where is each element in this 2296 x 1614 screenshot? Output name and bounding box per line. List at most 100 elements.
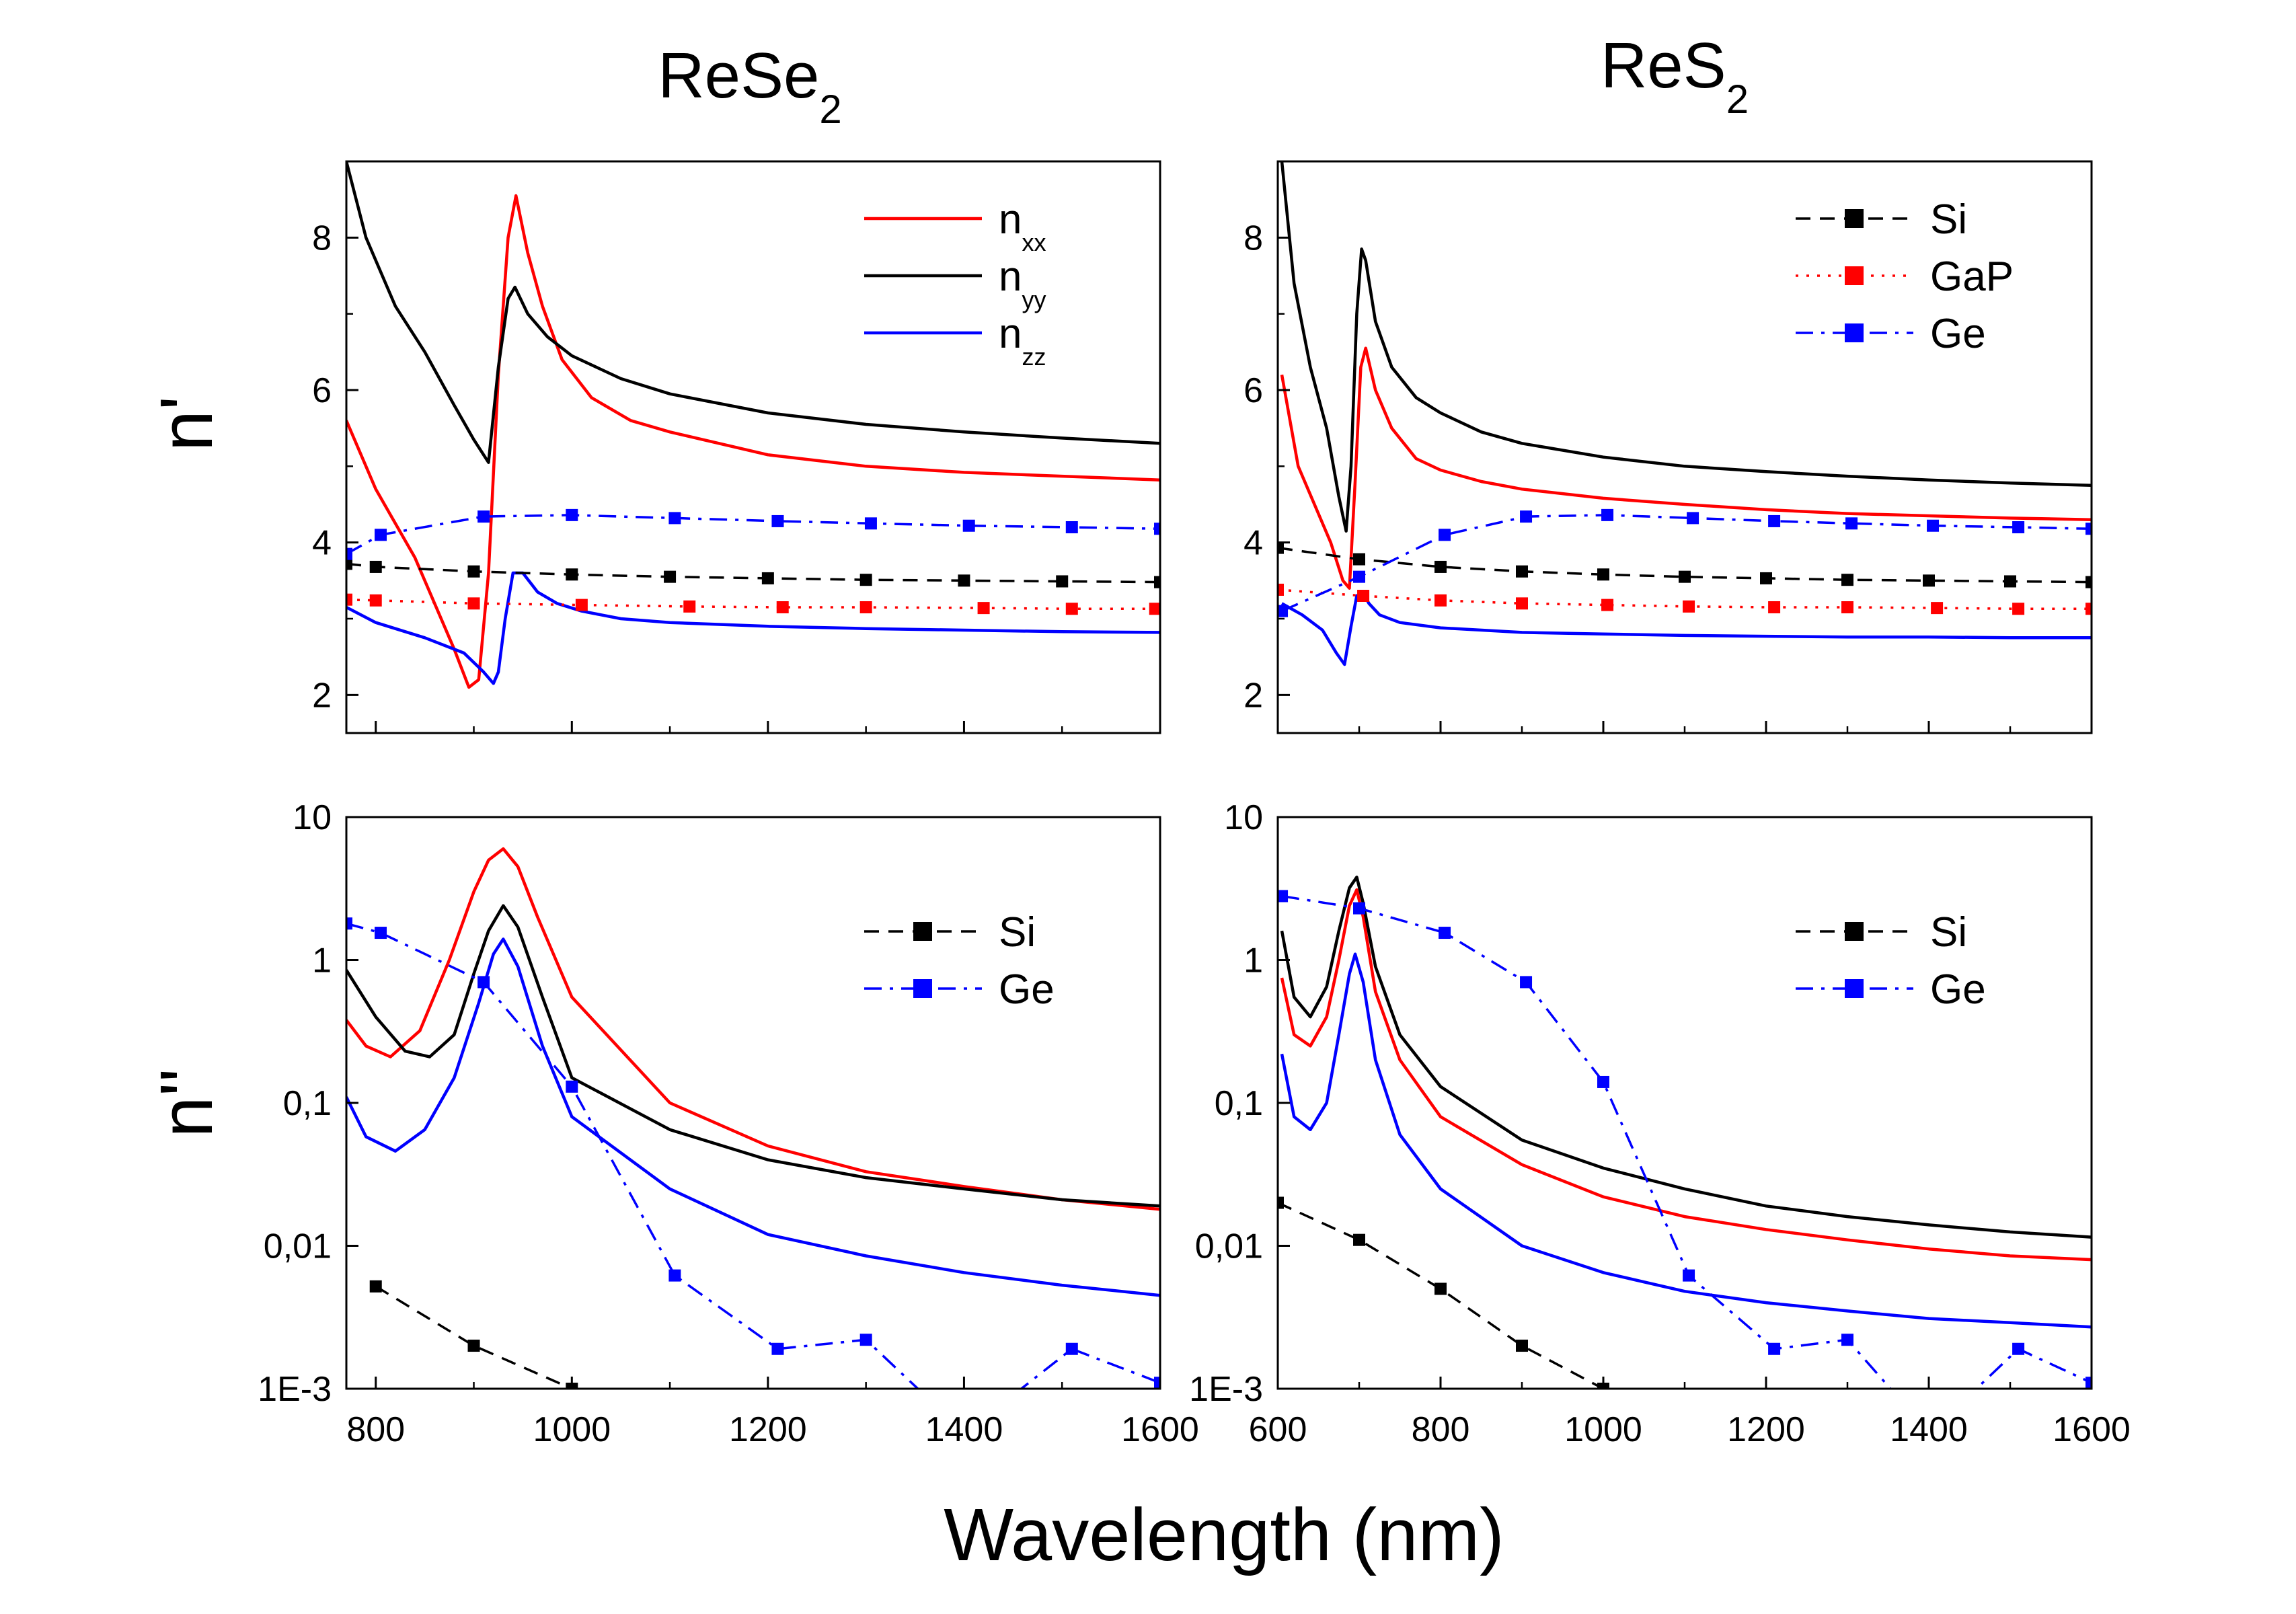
data-point-gap xyxy=(1516,597,1528,610)
data-point-si xyxy=(1516,1340,1528,1352)
series-line-nyy xyxy=(346,904,1160,1208)
x-tick-label: 800 xyxy=(1412,1410,1470,1449)
data-point-ge xyxy=(2012,1342,2025,1355)
data-point-si xyxy=(1278,541,1284,554)
legend-label: Ge xyxy=(1930,966,1986,1013)
data-point-ge xyxy=(1154,1377,1160,1389)
data-point-ge xyxy=(1065,521,1078,533)
data-point-ge xyxy=(566,1080,578,1093)
y-tick-label: 0,1 xyxy=(1215,1084,1263,1123)
legend-label: nxx xyxy=(999,196,1046,256)
data-point-ge xyxy=(1520,510,1533,523)
plot-area xyxy=(1278,161,2092,666)
data-point-ge xyxy=(1601,508,1614,521)
series-line-nxx xyxy=(1280,888,2092,1262)
data-point-ge xyxy=(2085,523,2092,535)
series-line-nxx xyxy=(1280,346,2092,590)
data-point-gap xyxy=(467,597,480,610)
data-point-gap xyxy=(575,599,588,611)
legend: Si Ge xyxy=(1796,909,1986,1013)
y-tick-label: 4 xyxy=(1243,524,1263,563)
series-line-nzz xyxy=(1280,952,2092,1329)
x-tick-label: 1200 xyxy=(1727,1410,1805,1449)
data-point-gap xyxy=(683,600,696,613)
data-point-ge xyxy=(2012,521,2025,533)
data-point-si xyxy=(1516,565,1528,578)
data-point-gap xyxy=(1357,590,1370,602)
data-point-si xyxy=(1056,575,1069,588)
series-line-si xyxy=(346,562,1160,584)
x-tick-label: 1000 xyxy=(1564,1410,1642,1449)
y-tick-label: 0,01 xyxy=(264,1227,332,1266)
data-point-si xyxy=(346,558,352,570)
data-point-ge xyxy=(1841,1334,1853,1346)
x-tick-label: 1400 xyxy=(925,1410,1003,1449)
y-tick-label: 10 xyxy=(293,798,332,837)
y-tick-label: 2 xyxy=(1243,676,1263,715)
data-point-si xyxy=(664,570,677,583)
y-tick-label: 8 xyxy=(1243,219,1263,258)
x-tick-label: 1600 xyxy=(1121,1410,1199,1449)
xlabel: Wavelength (nm) xyxy=(944,1494,1504,1576)
data-point-si xyxy=(958,574,970,587)
legend-label: Ge xyxy=(1930,311,1986,357)
data-point-ge xyxy=(346,917,352,930)
data-point-si xyxy=(1434,1282,1447,1295)
column-title-rese2: ReSe2 xyxy=(658,40,842,132)
data-point-gap xyxy=(1768,601,1781,613)
data-point-ge xyxy=(668,1269,681,1282)
series-line-si xyxy=(1278,546,2092,584)
series-line-si xyxy=(1278,1201,1604,1389)
data-point-si xyxy=(369,560,382,573)
data-point-si xyxy=(1841,574,1853,586)
legend-marker xyxy=(1845,266,1864,285)
data-point-ge xyxy=(859,1334,872,1346)
y-tick-label: 1 xyxy=(312,942,332,981)
data-point-si xyxy=(761,572,774,584)
y-tick-label: 1E-3 xyxy=(258,1370,332,1409)
legend-marker xyxy=(913,922,932,941)
legend-label: Si xyxy=(1930,196,1967,243)
legend-label: nzz xyxy=(999,311,1046,371)
data-point-si xyxy=(566,568,578,581)
data-point-ge xyxy=(1520,976,1533,989)
data-point-si xyxy=(1923,574,1935,587)
x-tick-label: 1400 xyxy=(1890,1410,1968,1449)
data-point-ge xyxy=(477,510,490,523)
series-line-nyy xyxy=(1280,876,2092,1239)
plot-area xyxy=(346,161,1160,689)
legend-label: Ge xyxy=(999,966,1055,1013)
data-point-gap xyxy=(1149,603,1160,615)
data-point-gap xyxy=(369,594,382,607)
data-point-ge xyxy=(1353,570,1365,583)
x-tick-label: 600 xyxy=(1249,1410,1307,1449)
plot-frame xyxy=(345,160,1161,734)
y-tick-label: 6 xyxy=(1243,371,1263,410)
series-line-nzz xyxy=(346,937,1160,1297)
data-point-ge xyxy=(1278,890,1289,902)
series-line-nyy xyxy=(1280,161,2092,533)
y-tick-label: 6 xyxy=(312,371,332,410)
data-point-ge xyxy=(771,514,784,527)
data-point-ge xyxy=(1597,1075,1609,1088)
y-tick-label: 1E-3 xyxy=(1189,1370,1263,1409)
series-line-si xyxy=(375,1285,573,1389)
series-line-ge xyxy=(346,922,1160,1389)
x-tick-label: 800 xyxy=(346,1410,405,1449)
data-point-gap xyxy=(1931,602,1944,615)
data-point-ge xyxy=(771,1342,784,1355)
y-tick-label: 0,1 xyxy=(283,1084,332,1123)
plot-area xyxy=(346,847,1160,1389)
data-point-ge xyxy=(1154,523,1160,535)
y-tick-label: 0,01 xyxy=(1195,1227,1263,1266)
legend-marker xyxy=(1845,209,1864,228)
y-tick-label: 4 xyxy=(312,524,332,563)
series-line-ge xyxy=(1281,514,2092,613)
data-point-ge xyxy=(1768,1342,1781,1355)
data-point-si xyxy=(2085,576,2092,588)
data-point-gap xyxy=(1683,600,1695,613)
ylabel-real: n' xyxy=(145,396,228,451)
data-point-gap xyxy=(1278,583,1284,596)
x-tick-label: 1000 xyxy=(533,1410,611,1449)
